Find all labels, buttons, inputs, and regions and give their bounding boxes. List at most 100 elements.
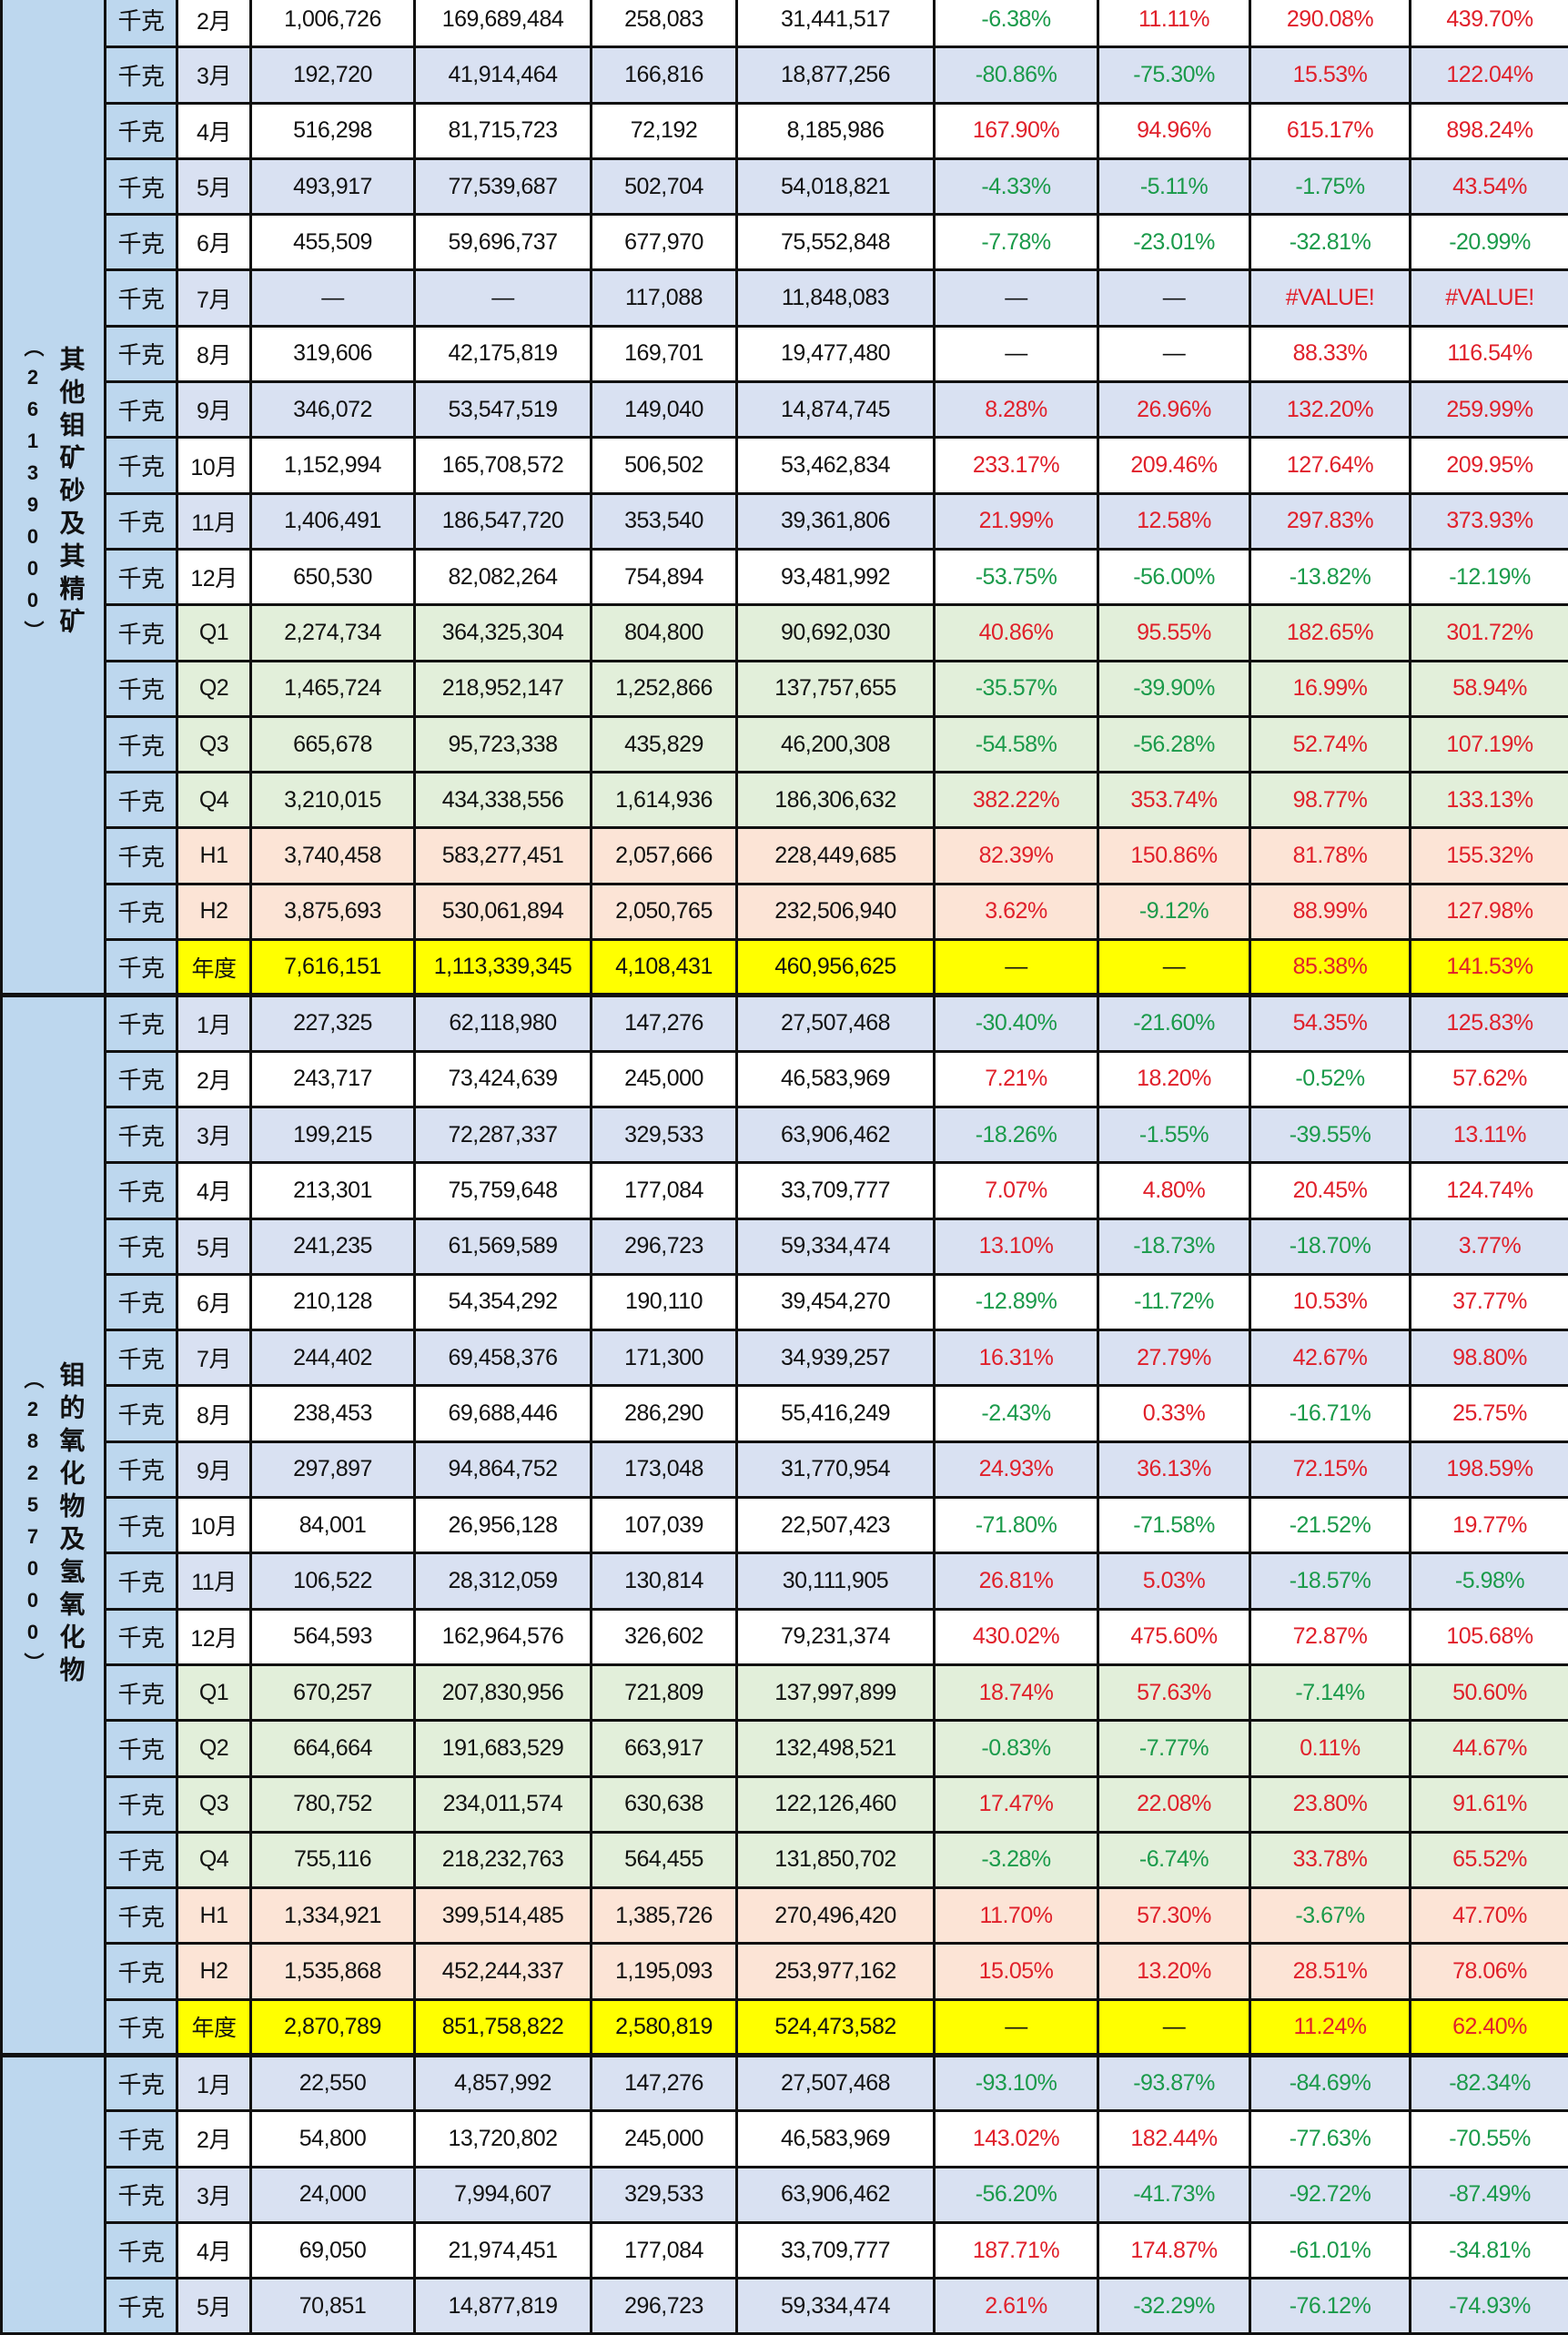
value-cell: 232,506,940 <box>737 884 935 939</box>
percent-change-cell: -93.10% <box>935 2055 1098 2110</box>
percent-change-cell: 127.64% <box>1250 438 1411 493</box>
period-cell: 3月 <box>177 1107 251 1162</box>
period-cell: Q4 <box>177 773 251 828</box>
value-cell: 72,192 <box>592 103 737 158</box>
percent-change-cell: 124.74% <box>1411 1163 1568 1218</box>
value-cell: 69,458,376 <box>415 1330 592 1386</box>
percent-change-cell: 125.83% <box>1411 996 1568 1051</box>
percent-change-cell: 82.39% <box>935 828 1098 884</box>
percent-change-cell: -18.26% <box>935 1107 1098 1162</box>
value-cell: 2,274,734 <box>251 605 415 661</box>
percent-change-cell: -18.57% <box>1250 1553 1411 1609</box>
value-cell: 650,530 <box>251 549 415 604</box>
period-cell: 年度 <box>177 1999 251 2055</box>
value-cell: 46,583,969 <box>737 2111 935 2167</box>
percent-change-cell: 23.80% <box>1250 1776 1411 1832</box>
percent-change-cell: 0.11% <box>1250 1721 1411 1776</box>
value-cell: 502,704 <box>592 158 737 214</box>
period-cell: 10月 <box>177 438 251 493</box>
value-cell: 1,406,491 <box>251 493 415 549</box>
value-cell: 1,535,868 <box>251 1944 415 1999</box>
percent-change-cell: — <box>1098 940 1250 996</box>
unit-cell: 千克 <box>106 1888 177 1944</box>
percent-change-cell: 167.90% <box>935 103 1098 158</box>
value-cell: — <box>415 270 592 326</box>
percent-change-cell: -3.28% <box>935 1832 1098 1887</box>
value-cell: 59,696,737 <box>415 215 592 270</box>
unit-cell: 千克 <box>106 103 177 158</box>
value-cell: 319,606 <box>251 326 415 381</box>
unit-cell: 千克 <box>106 773 177 828</box>
period-cell: 12月 <box>177 549 251 604</box>
percent-change-cell: 297.83% <box>1250 493 1411 549</box>
percent-change-cell: -34.81% <box>1411 2222 1568 2278</box>
period-cell: Q4 <box>177 1832 251 1887</box>
value-cell: 2,870,789 <box>251 1999 415 2055</box>
value-cell: 46,583,969 <box>737 1051 935 1107</box>
percent-change-cell: -1.55% <box>1098 1107 1250 1162</box>
value-cell: 59,334,474 <box>737 2279 935 2334</box>
percent-change-cell: 54.35% <box>1250 996 1411 1051</box>
value-cell: 2,580,819 <box>592 1999 737 2055</box>
percent-change-cell: 439.70% <box>1411 0 1568 47</box>
percent-change-cell: -18.70% <box>1250 1218 1411 1274</box>
unit-cell: 千克 <box>106 2055 177 2110</box>
percent-change-cell: 475.60% <box>1098 1609 1250 1664</box>
percent-change-cell: -3.67% <box>1250 1888 1411 1944</box>
value-cell: 31,770,954 <box>737 1441 935 1497</box>
value-cell: 130,814 <box>592 1553 737 1609</box>
period-cell: Q3 <box>177 716 251 772</box>
percent-change-cell: -18.73% <box>1098 1218 1250 1274</box>
percent-change-cell: 18.74% <box>935 1664 1098 1720</box>
value-cell: 754,894 <box>592 549 737 604</box>
value-cell: 1,385,726 <box>592 1888 737 1944</box>
percent-change-cell: 52.74% <box>1250 716 1411 772</box>
percent-change-cell: -84.69% <box>1250 2055 1411 2110</box>
value-cell: 1,113,339,345 <box>415 940 592 996</box>
value-cell: 53,547,519 <box>415 382 592 438</box>
percent-change-cell: -32.29% <box>1098 2279 1250 2334</box>
value-cell: 851,758,822 <box>415 1999 592 2055</box>
percent-change-cell: 107.19% <box>1411 716 1568 772</box>
unit-cell: 千克 <box>106 996 177 1051</box>
percent-change-cell: -6.38% <box>935 0 1098 47</box>
value-cell: 13,720,802 <box>415 2111 592 2167</box>
percent-change-cell: -16.71% <box>1250 1386 1411 1441</box>
value-cell: 3,875,693 <box>251 884 415 939</box>
period-cell: H2 <box>177 1944 251 1999</box>
period-cell: 5月 <box>177 158 251 214</box>
value-cell: 524,473,582 <box>737 1999 935 2055</box>
percent-change-cell: -82.34% <box>1411 2055 1568 2110</box>
value-cell: 186,547,720 <box>415 493 592 549</box>
value-cell: 55,416,249 <box>737 1386 935 1441</box>
value-cell: 1,252,866 <box>592 661 737 716</box>
value-cell: 82,082,264 <box>415 549 592 604</box>
percent-change-cell: -0.52% <box>1250 1051 1411 1107</box>
percent-change-cell: 98.77% <box>1250 773 1411 828</box>
value-cell: 39,361,806 <box>737 493 935 549</box>
value-cell: 241,235 <box>251 1218 415 1274</box>
percent-change-cell: 17.47% <box>935 1776 1098 1832</box>
percent-change-cell: 94.96% <box>1098 103 1250 158</box>
unit-cell: 千克 <box>106 1609 177 1664</box>
percent-change-cell: 78.06% <box>1411 1944 1568 1999</box>
value-cell: 234,011,574 <box>415 1776 592 1832</box>
value-cell: 7,994,607 <box>415 2167 592 2222</box>
percent-change-cell: -21.60% <box>1098 996 1250 1051</box>
percent-change-cell: -7.14% <box>1250 1664 1411 1720</box>
value-cell: 63,906,462 <box>737 1107 935 1162</box>
percent-change-cell: 26.96% <box>1098 382 1250 438</box>
unit-cell: 千克 <box>106 158 177 214</box>
value-cell: 173,048 <box>592 1441 737 1497</box>
value-cell: 1,006,726 <box>251 0 415 47</box>
period-cell: 4月 <box>177 2222 251 2278</box>
unit-cell: 千克 <box>106 2222 177 2278</box>
period-cell: 2月 <box>177 1051 251 1107</box>
percent-change-cell: 127.98% <box>1411 884 1568 939</box>
percent-change-cell: 57.30% <box>1098 1888 1250 1944</box>
value-cell: 227,325 <box>251 996 415 1051</box>
percent-change-cell: 37.77% <box>1411 1274 1568 1329</box>
value-cell: 137,757,655 <box>737 661 935 716</box>
